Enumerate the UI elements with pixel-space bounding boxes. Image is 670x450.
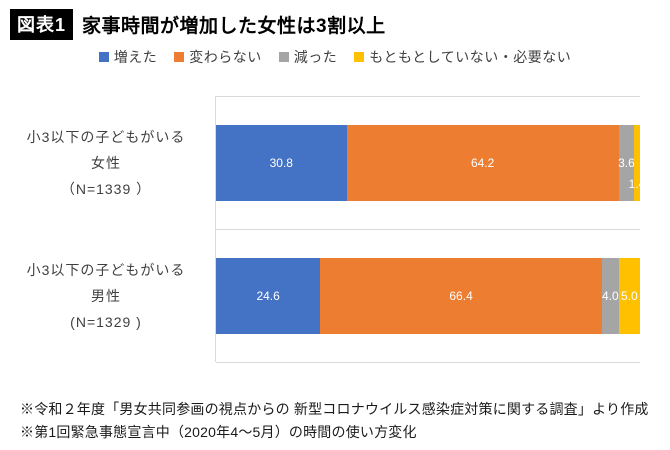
category-label-line: 小3以下の子どもがいる [26, 128, 186, 145]
category-labels: 小3以下の子どもがいる 女性 （N=1339 ） 小3以下の子どもがいる 男性 (N=13… [0, 96, 212, 362]
bar-segment: 66.4 [320, 257, 602, 334]
legend-item: 変わらない [174, 47, 262, 67]
legend-swatch [354, 52, 365, 62]
bar-segment: 64.2 [346, 124, 619, 201]
legend-swatch [278, 52, 289, 62]
category-label-line: (N=1329 ) [70, 313, 142, 330]
chart-title: 家事時間が増加した女性は3割以上 [82, 16, 386, 37]
bar-value-label: 4.0 [601, 288, 619, 303]
category-label: 小3以下の子どもがいる 男性 (N=1329 ) [0, 257, 212, 335]
plot-area: 30.8 64.2 3.6 1.4 24.6 66.4 4.0 5.0 [215, 96, 645, 363]
gridline [216, 229, 640, 230]
bar-segment: 24.6 [216, 257, 321, 334]
bar-value-label: 3.6 [618, 155, 635, 170]
legend-label: 変わらない [189, 49, 262, 65]
bar-value-label: 66.4 [449, 288, 473, 303]
legend-item: 減った [278, 47, 338, 67]
legend-label: 増えた [113, 49, 158, 65]
gridline [216, 96, 640, 97]
gridline [216, 362, 640, 363]
category-label-line: 女性 [91, 154, 121, 171]
bar-segment: 30.8 [216, 124, 347, 201]
category-label-line: 男性 [91, 287, 121, 304]
figure-badge: 図表1 [10, 9, 74, 40]
bar-segment: 5.0 [618, 257, 640, 334]
bar-value-label: 5.0 [621, 288, 638, 303]
legend-label: 減った [293, 49, 338, 65]
bar-segment: 4.0 [601, 257, 619, 334]
bar-value-label: 64.2 [470, 155, 495, 170]
legend-swatch [174, 52, 185, 62]
category-label-line: （N=1339 ） [60, 180, 152, 197]
bar-segment: 3.6 [618, 124, 635, 201]
bar-value-label: 30.8 [269, 155, 293, 170]
stacked-bar: 24.6 66.4 4.0 5.0 [216, 257, 640, 334]
footnotes: ※令和２年度「男女共同参画の視点からの 新型コロナウイルス感染症対策に関する調査… [20, 398, 660, 444]
legend-swatch [98, 52, 109, 62]
category-label-line: 小3以下の子どもがいる [26, 261, 186, 278]
bar-value-label: 1.4 [628, 176, 646, 191]
footnote-line: ※第1回緊急事態宣言中（2020年4〜5月）の時間の使い方変化 [20, 424, 417, 440]
bar-value-label: 24.6 [256, 288, 280, 303]
legend-item: 増えた [98, 47, 158, 67]
header: 図表1 家事時間が増加した女性は3割以上 [10, 9, 386, 40]
stacked-bar: 30.8 64.2 3.6 1.4 [216, 124, 645, 201]
bar-segment: 1.4 [629, 124, 645, 201]
category-label: 小3以下の子どもがいる 女性 （N=1339 ） [0, 124, 212, 202]
legend: 増えた 変わらない 減った もともとしていない・必要ない [0, 47, 670, 67]
legend-item: もともとしていない・必要ない [354, 47, 571, 67]
legend-label: もともとしていない・必要ない [369, 49, 572, 65]
footnote-line: ※令和２年度「男女共同参画の視点からの 新型コロナウイルス感染症対策に関する調査… [20, 401, 649, 417]
